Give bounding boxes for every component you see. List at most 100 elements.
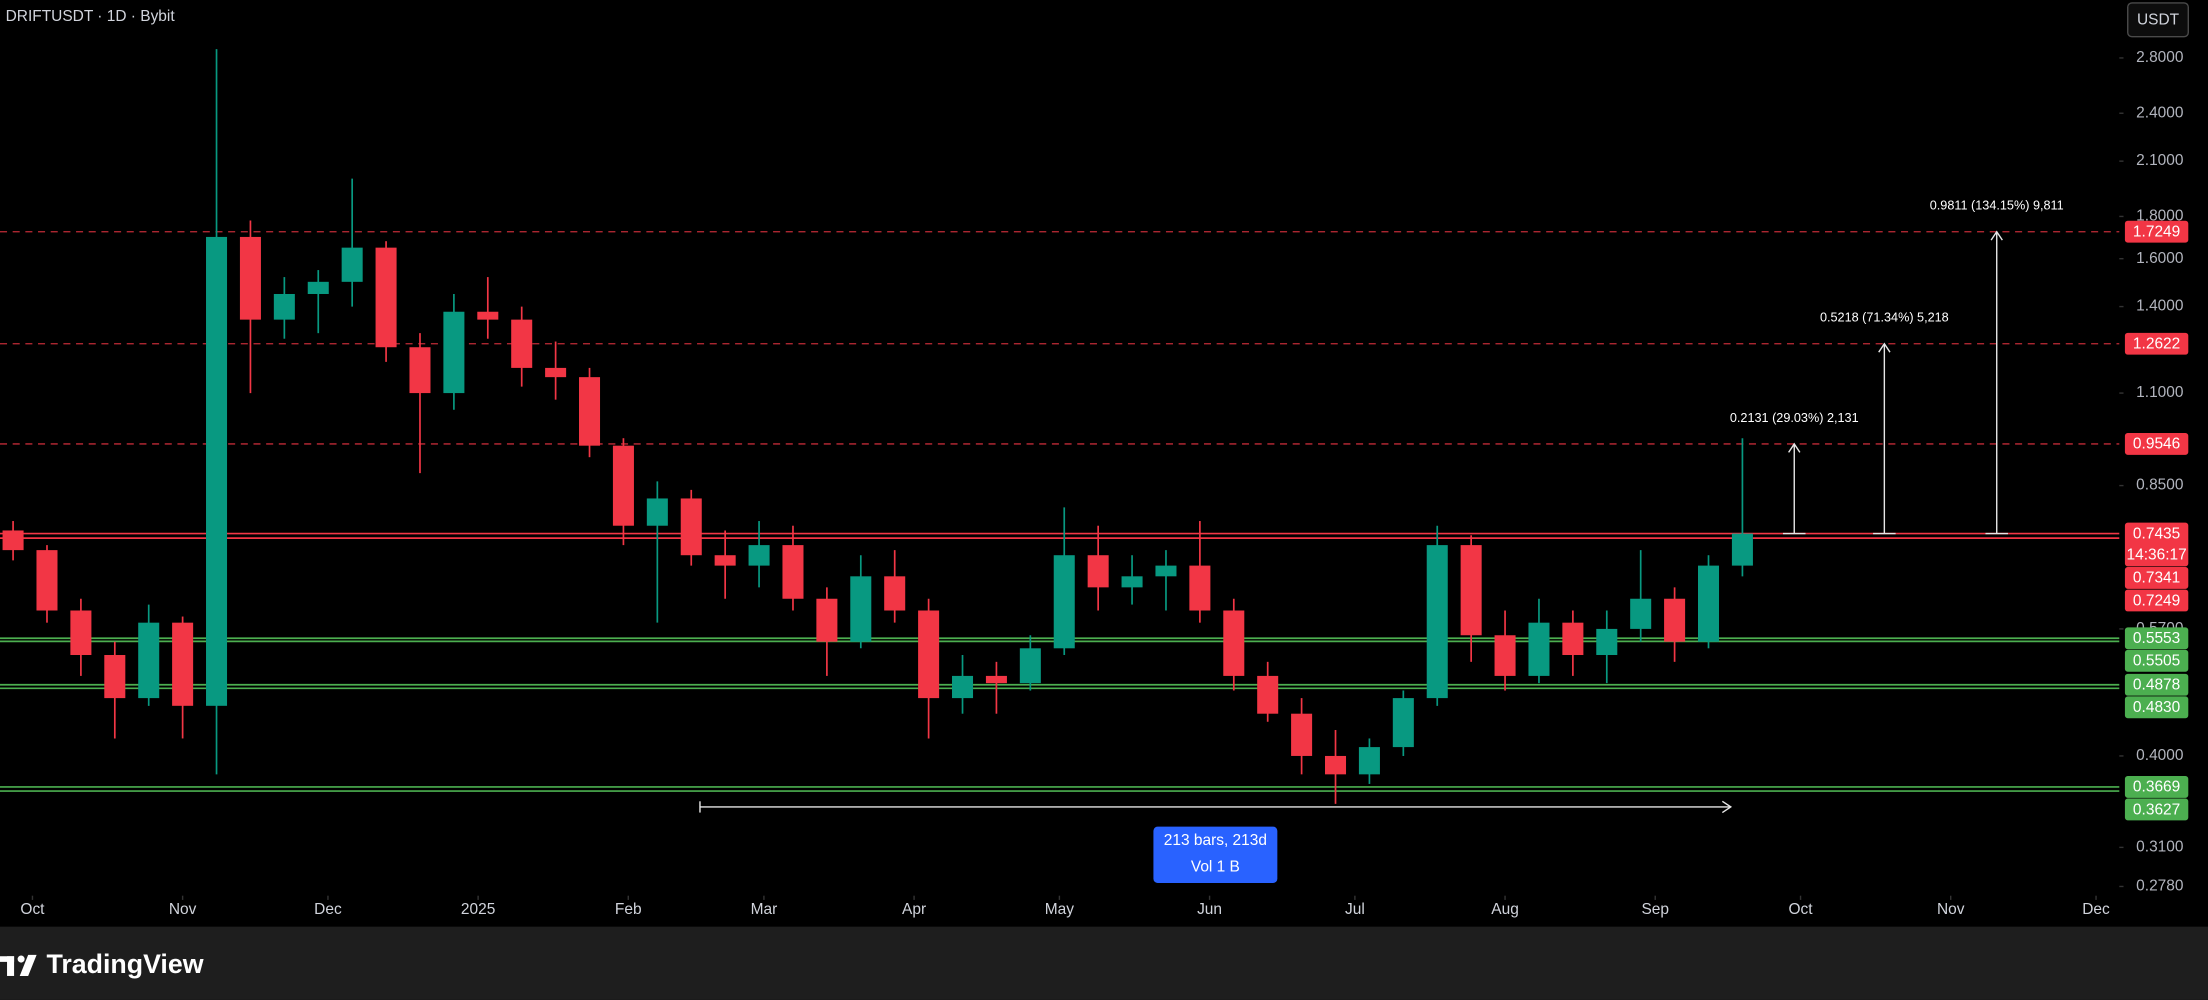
x-tick-label: Oct (20, 901, 45, 918)
x-tick-label: Dec (314, 901, 342, 918)
candle-body (918, 610, 940, 699)
brand-name: TradingView (46, 949, 203, 979)
candle-body (1426, 545, 1448, 699)
x-tick-label: Jun (1197, 901, 1222, 918)
candle-body (1460, 545, 1482, 636)
price-label: 0.4878 (2133, 677, 2180, 694)
price-label-box (2124, 776, 2189, 798)
range-label: 213 bars, 213d (1164, 832, 1267, 849)
candle-body (1358, 747, 1380, 775)
x-tick-label: Dec (2082, 901, 2110, 918)
candle-body (375, 247, 397, 348)
candle-body (409, 347, 431, 394)
currency-button[interactable] (2127, 2, 2189, 38)
y-tick-label: 0.8500 (2136, 477, 2183, 494)
candle-body (1121, 576, 1143, 588)
candle-body (138, 622, 160, 699)
candle-body (884, 576, 906, 611)
candle-body (1528, 622, 1550, 676)
candle-body (477, 311, 499, 320)
currency-label[interactable]: USDT (2137, 12, 2180, 29)
y-tick-label: 0.3100 (2136, 838, 2183, 855)
candle-body (1155, 565, 1177, 577)
x-tick-label: Feb (615, 901, 642, 918)
measure-label: 0.2131 (29.03%) 2,131 (1730, 411, 1859, 425)
price-label-box (2124, 589, 2189, 612)
price-label-box (2124, 649, 2189, 672)
y-tick-label: 2.4000 (2136, 104, 2183, 121)
x-tick-label: Jul (1345, 901, 1365, 918)
candle-body (545, 367, 567, 378)
candle-body (1019, 648, 1041, 684)
x-tick-label: Sep (1641, 901, 1669, 918)
candle-body (36, 550, 58, 611)
price-label: 1.2622 (2133, 336, 2180, 353)
measure-label: 0.5218 (71.34%) 5,218 (1820, 311, 1949, 325)
candle-body (1189, 565, 1211, 611)
price-label: 0.5505 (2133, 653, 2180, 670)
price-label-box (2124, 673, 2189, 696)
candle-body (341, 247, 363, 282)
candle-body (307, 281, 329, 294)
candle-body (1697, 565, 1720, 642)
candle-body (1325, 755, 1347, 775)
price-label: 0.5553 (2133, 630, 2180, 647)
symbol-title: DRIFTUSDT · 1D · Bybit (6, 8, 176, 25)
y-tick-label: 2.1000 (2136, 152, 2183, 169)
x-tick-label: Nov (1937, 901, 1965, 918)
x-tick-label: May (1045, 901, 1074, 918)
y-tick-label: 1.6000 (2136, 250, 2183, 267)
candle-body (1087, 555, 1109, 588)
candle-body (782, 545, 804, 599)
candle-body (1596, 628, 1618, 656)
price-label-box (2124, 567, 2189, 589)
measure-arrowhead (1990, 230, 2003, 241)
x-tick-label: Aug (1491, 901, 1519, 918)
candle-body (1392, 698, 1414, 748)
brand-logo (0, 954, 37, 976)
price-label-box (2124, 433, 2189, 455)
candle-body (511, 319, 533, 368)
y-tick-label: 1.4000 (2136, 298, 2183, 315)
candle-body (443, 311, 465, 394)
candle-body (646, 498, 668, 526)
y-tick-label: 1.8000 (2136, 208, 2183, 225)
price-label-box (2124, 798, 2189, 821)
price-label: 0.4830 (2133, 699, 2180, 716)
range-label: Vol 1 B (1191, 859, 1240, 876)
price-label: 0.3627 (2133, 801, 2180, 818)
countdown-label: 14:36:17 (2126, 547, 2186, 564)
price-label-box (2124, 220, 2189, 243)
price-label: 0.9546 (2133, 436, 2180, 453)
price-label: 0.7341 (2133, 570, 2180, 587)
candle-body (1630, 598, 1652, 629)
candle-body (985, 675, 1007, 684)
candle-body (1731, 533, 1753, 566)
candle-body (70, 610, 92, 656)
candle-body (612, 445, 634, 526)
price-label-box (2124, 522, 2189, 567)
y-tick-label: 1.1000 (2136, 384, 2183, 401)
candle-body (1562, 622, 1584, 656)
candle-body (1257, 675, 1279, 714)
price-label: 0.7435 (2133, 525, 2180, 542)
candle-body (2, 530, 24, 551)
candle-body (714, 555, 736, 566)
measure-arrowhead (1788, 442, 1801, 453)
measure-label: 0.9811 (134.15%) 9,811 (1930, 199, 2064, 213)
candle-body (1053, 555, 1075, 649)
candle-body (172, 622, 194, 706)
y-tick-label: 0.2780 (2136, 878, 2183, 895)
candle-body (1291, 713, 1313, 756)
candle-body (816, 598, 838, 642)
y-tick-label: 2.8000 (2136, 49, 2183, 66)
price-label: 0.3669 (2133, 779, 2180, 796)
candle-body (748, 545, 770, 566)
candle-body (850, 576, 872, 642)
price-label-box (2124, 696, 2189, 719)
x-tick-label: 2025 (461, 901, 495, 918)
y-tick-label: 0.4000 (2136, 747, 2183, 764)
candle-body (239, 236, 261, 320)
x-tick-label: Oct (1789, 901, 1814, 918)
